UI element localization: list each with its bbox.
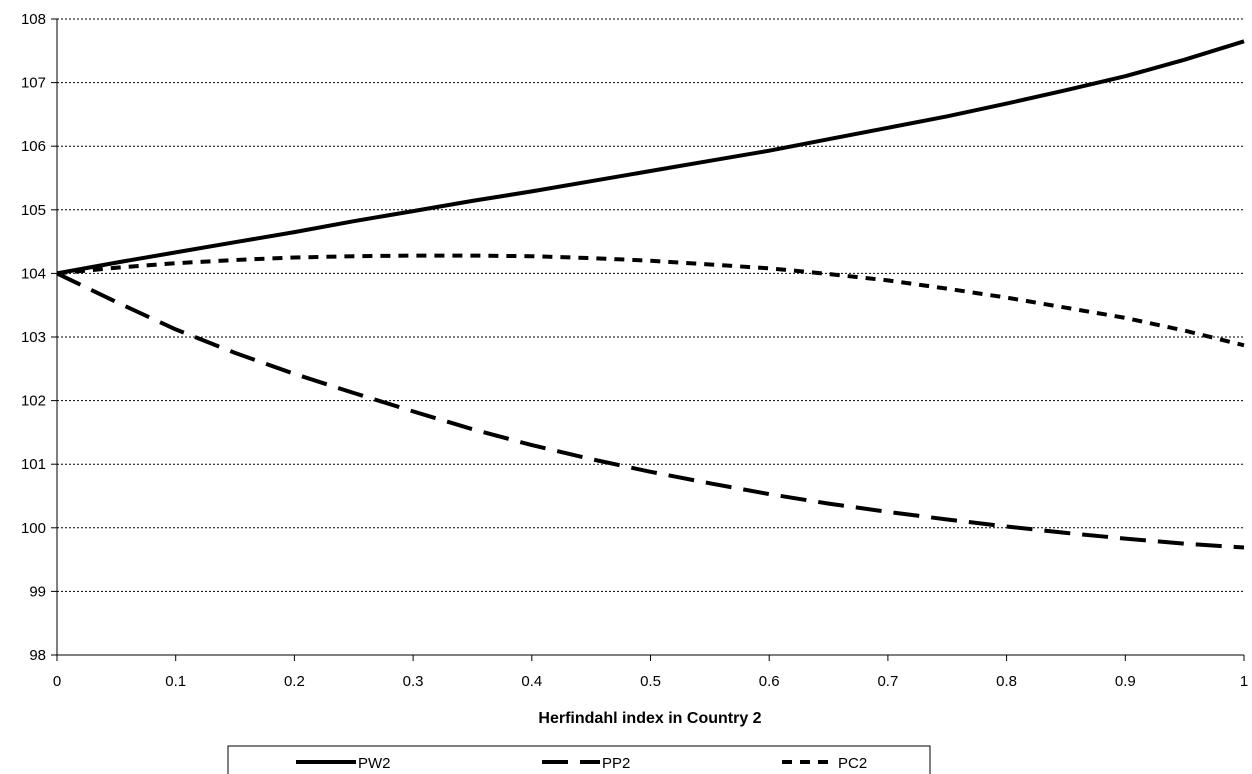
x-tick-label: 0.7 — [877, 673, 898, 690]
series-line-pp2 — [56, 271, 1245, 550]
series-lines — [56, 39, 1245, 550]
y-tick-label: 105 — [21, 202, 46, 219]
y-tick-label: 101 — [21, 456, 46, 473]
legend-item-pc2: PC2 — [782, 755, 867, 772]
y-tick-label: 107 — [21, 75, 46, 92]
legend-label: PP2 — [602, 755, 630, 772]
x-tick-label: 0.9 — [1115, 673, 1136, 690]
x-tick-label: 0 — [53, 673, 61, 690]
x-tick-label: 0.6 — [759, 673, 780, 690]
x-tick-label: 1 — [1240, 673, 1248, 690]
x-tick-label: 0.4 — [521, 673, 542, 690]
y-tick-label: 100 — [21, 520, 46, 537]
x-axis-title: Herfindahl index in Country 2 — [538, 710, 761, 727]
x-tick-label: 0.1 — [165, 673, 186, 690]
y-tick-label: 99 — [29, 583, 46, 600]
y-tick-label: 106 — [21, 138, 46, 155]
gridlines — [57, 18, 1244, 592]
y-tick-label: 102 — [21, 393, 46, 410]
x-axis-ticks: 0 0.1 0.2 0.3 0.4 0.5 0.6 0.7 0.8 0.9 1 — [53, 655, 1248, 690]
y-tick-label: 103 — [21, 329, 46, 346]
x-tick-label: 0.3 — [403, 673, 424, 690]
y-tick-label: 104 — [21, 265, 46, 282]
legend-item-pp2: PP2 — [542, 755, 630, 772]
x-tick-label: 0.8 — [996, 673, 1017, 690]
x-tick-label: 0.2 — [284, 673, 305, 690]
y-axis-ticks: 98 99 100 101 102 103 104 105 106 107 108 — [21, 11, 57, 664]
series-line-pw2 — [56, 39, 1245, 276]
y-tick-label: 98 — [29, 647, 46, 664]
y-tick-label: 108 — [21, 11, 46, 28]
series-line-pc2 — [56, 253, 1245, 348]
x-tick-label: 0.5 — [640, 673, 661, 690]
legend: PW2 PP2 PC2 — [227, 745, 931, 774]
legend-item-pw2: PW2 — [296, 755, 391, 772]
legend-label: PC2 — [838, 755, 867, 772]
legend-label: PW2 — [358, 755, 391, 772]
